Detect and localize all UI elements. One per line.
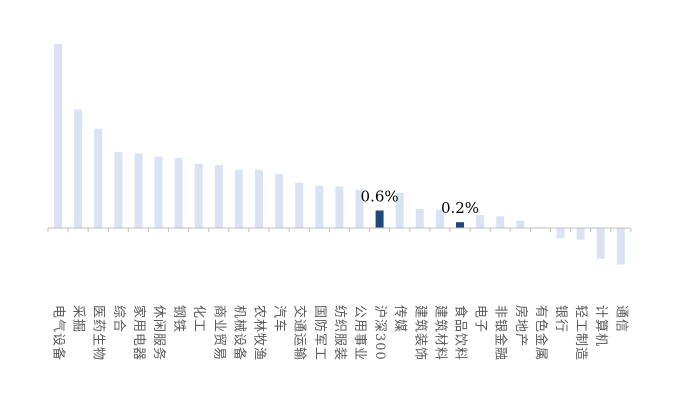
- category-label-2: 医药生物: [91, 305, 106, 361]
- category-label-5: 休闲服务: [151, 305, 167, 361]
- bar-8: [214, 165, 223, 228]
- bar-25: [556, 228, 565, 239]
- category-label-0: 电气设备: [51, 305, 67, 361]
- bar-16: [375, 210, 384, 228]
- category-label-8: 商业贸易: [211, 305, 226, 361]
- x-axis-ticks: [47, 228, 632, 232]
- bar-18: [415, 209, 424, 228]
- bars-group: [54, 44, 625, 265]
- category-label-25: 银行: [553, 305, 568, 333]
- bar-3: [114, 152, 123, 228]
- bar-19: [435, 209, 444, 228]
- category-label-16: 沪深300: [372, 305, 388, 361]
- bar-23: [516, 220, 525, 228]
- bar-22: [496, 216, 505, 228]
- category-label-26: 轻工制造: [573, 305, 588, 361]
- bar-27: [596, 228, 605, 259]
- category-label-15: 公用事业: [352, 305, 367, 361]
- category-label-22: 非银金融: [493, 305, 509, 361]
- category-label-23: 房地产: [513, 305, 529, 347]
- bar-12: [295, 182, 304, 228]
- bar-21: [476, 214, 485, 228]
- bar-11: [275, 174, 284, 228]
- category-label-3: 综合: [111, 305, 126, 333]
- bar-26: [576, 228, 585, 240]
- category-label-20: 食品饮料: [453, 305, 469, 361]
- bar-7: [194, 163, 203, 228]
- bar-10: [255, 169, 263, 228]
- data-labels-group: 0.6% 0.2%: [361, 188, 480, 218]
- bar-4: [134, 153, 143, 228]
- category-label-18: 建筑装饰: [412, 305, 428, 361]
- bar-6: [174, 157, 183, 228]
- category-label-27: 计算机: [593, 305, 608, 347]
- category-label-6: 钢铁: [171, 305, 186, 333]
- bar-20: [456, 222, 464, 228]
- bar-1: [74, 109, 83, 228]
- category-label-21: 电子: [473, 305, 488, 333]
- bar-0: [54, 44, 62, 228]
- bar-15: [355, 190, 364, 228]
- bar-2: [94, 128, 103, 228]
- category-label-14: 纺织服装: [332, 305, 347, 361]
- category-label-9: 机械设备: [231, 305, 247, 361]
- bar-17: [395, 193, 404, 228]
- category-label-4: 家用电器: [131, 305, 147, 361]
- category-label-12: 交通运输: [292, 305, 308, 361]
- bar-9: [234, 169, 243, 228]
- category-label-17: 传媒: [392, 305, 407, 333]
- category-label-11: 汽车: [272, 305, 288, 333]
- category-label-19: 建筑材料: [432, 305, 448, 361]
- bar-28: [616, 228, 625, 265]
- data-label-1: 0.2%: [441, 199, 479, 217]
- bar-5: [154, 156, 163, 228]
- category-label-7: 化工: [191, 305, 206, 333]
- bar-14: [335, 186, 344, 228]
- category-label-10: 农林牧渔: [252, 305, 267, 361]
- data-label-0: 0.6%: [361, 188, 399, 206]
- category-label-24: 有色金属: [533, 305, 549, 361]
- category-labels-group: 电气设备 采掘 医药生物 综合 家用电器 休闲服务 钢铁 化工 商业贸易 机械设备 农林牧渔 汽车 交通…: [51, 305, 629, 361]
- category-label-28: 通信: [613, 305, 628, 333]
- category-label-1: 采掘: [71, 305, 86, 333]
- category-label-13: 国防军工: [312, 305, 328, 361]
- bar-13: [315, 185, 324, 228]
